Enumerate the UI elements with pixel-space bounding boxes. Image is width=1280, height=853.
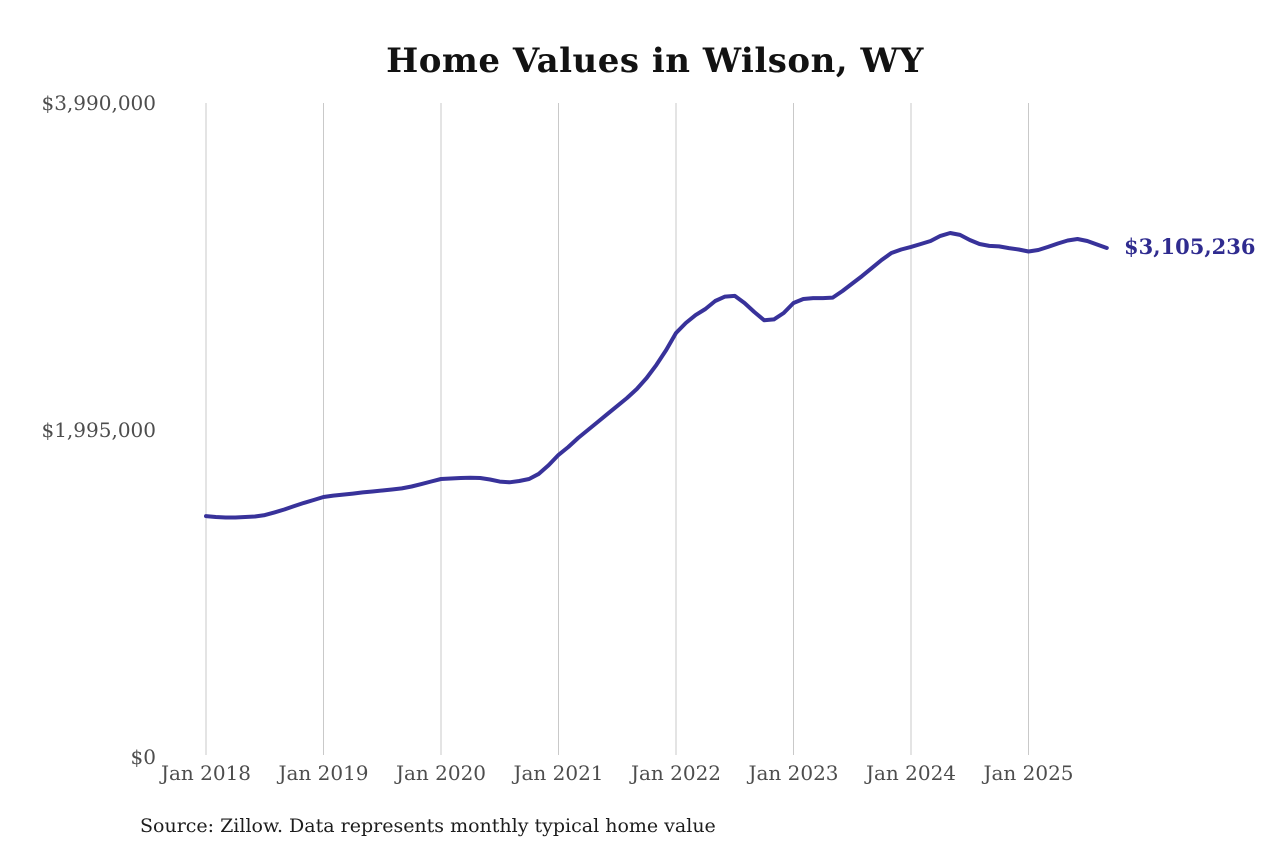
x-axis-tick-label: Jan 2021 [513,761,604,785]
x-axis-tick-label: Jan 2023 [748,761,839,785]
x-axis-tick-label: Jan 2018 [160,761,252,785]
latest-value-label: $3,105,236 [1124,234,1256,259]
x-axis-tick-label: Jan 2022 [630,761,722,785]
chart-title: Home Values in Wilson, WY [386,41,924,81]
y-axis-tick-label: $0 [130,745,156,769]
y-axis-tick-label: $3,990,000 [41,91,156,115]
x-axis-tick-label: Jan 2024 [865,761,957,785]
y-axis-tick-label: $1,995,000 [41,418,156,442]
x-axis-tick-label: Jan 2025 [983,761,1074,785]
x-axis-tick-label: Jan 2019 [278,761,369,785]
source-note: Source: Zillow. Data represents monthly … [140,815,716,837]
x-axis-tick-label: Jan 2020 [395,761,487,785]
home-value-line-series [204,231,1109,520]
